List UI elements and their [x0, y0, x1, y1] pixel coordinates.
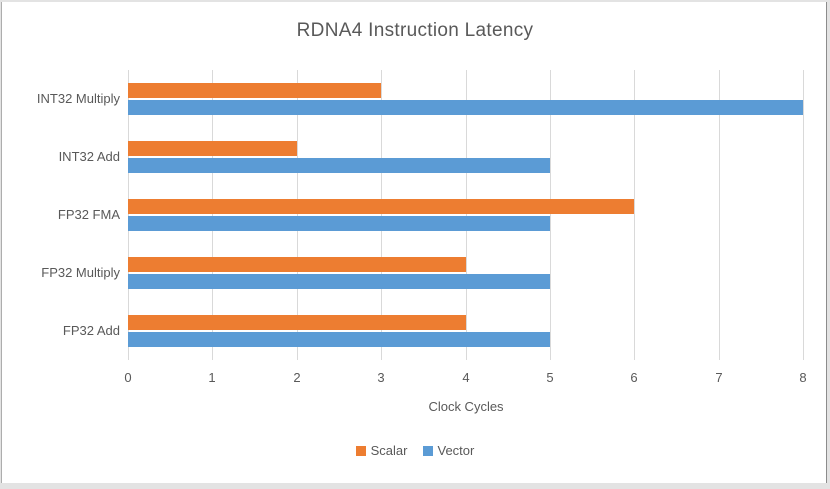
bar-scalar-fp32-multiply — [128, 257, 466, 272]
x-tick-label-1: 1 — [208, 370, 216, 385]
x-tick-label-8: 8 — [799, 370, 807, 385]
category-label-int32-add: INT32 Add — [58, 149, 120, 164]
legend-item-scalar: Scalar — [355, 443, 408, 458]
bar-group-fp32-add — [128, 302, 804, 360]
bar-scalar-int32-multiply — [128, 83, 381, 98]
bar-group-fp32-fma — [128, 186, 804, 244]
bar-scalar-int32-add — [128, 141, 297, 156]
category-label-fp32-add: FP32 Add — [62, 323, 120, 338]
legend-swatch-vector — [422, 445, 433, 456]
bar-scalar-fp32-fma — [128, 199, 634, 214]
bar-group-int32-multiply — [128, 70, 804, 128]
bar-vector-fp32-multiply — [128, 274, 550, 289]
bar-vector-fp32-fma — [128, 216, 550, 231]
x-tick-label-2: 2 — [293, 370, 301, 385]
gridline-x5 — [550, 70, 551, 360]
x-tick-label-5: 5 — [546, 370, 554, 385]
gridline-x7 — [719, 70, 720, 360]
x-tick-label-0: 0 — [124, 370, 132, 385]
gridline-x0 — [128, 70, 129, 360]
legend-label-scalar: Scalar — [370, 443, 408, 458]
legend-swatch-scalar — [355, 445, 366, 456]
x-tick-label-3: 3 — [377, 370, 385, 385]
x-axis-title: Clock Cycles — [428, 399, 504, 414]
gridline-x1 — [212, 70, 213, 360]
bar-group-int32-add — [128, 128, 804, 186]
x-tick-label-7: 7 — [715, 370, 723, 385]
gridline-x2 — [297, 70, 298, 360]
gridline-x6 — [634, 70, 635, 360]
legend-item-vector: Vector — [422, 443, 475, 458]
legend: Scalar Vector — [0, 443, 830, 458]
chart-canvas — [1, 2, 827, 483]
category-label-int32-multiply: INT32 Multiply — [36, 91, 120, 106]
category-label-fp32-fma: FP32 FMA — [57, 207, 120, 222]
x-tick-label-4: 4 — [462, 370, 470, 385]
gridline-x3 — [381, 70, 382, 360]
bar-scalar-fp32-add — [128, 315, 466, 330]
category-label-fp32-multiply: FP32 Multiply — [41, 265, 120, 280]
x-tick-label-6: 6 — [630, 370, 638, 385]
gridline-x4 — [466, 70, 467, 360]
bar-vector-int32-multiply — [128, 100, 803, 115]
bar-vector-fp32-add — [128, 332, 550, 347]
legend-label-vector: Vector — [437, 443, 475, 458]
x-axis-ticks: 0 1 2 3 4 5 6 7 8 — [124, 370, 806, 386]
chart-title: RDNA4 Instruction Latency — [296, 20, 534, 41]
gridline-x8 — [803, 70, 804, 360]
plot-area — [128, 70, 804, 360]
bar-group-fp32-multiply — [128, 244, 804, 302]
bar-vector-int32-add — [128, 158, 550, 173]
category-axis-labels: INT32 Multiply INT32 Add FP32 FMA FP32 Mult… — [0, 70, 120, 360]
